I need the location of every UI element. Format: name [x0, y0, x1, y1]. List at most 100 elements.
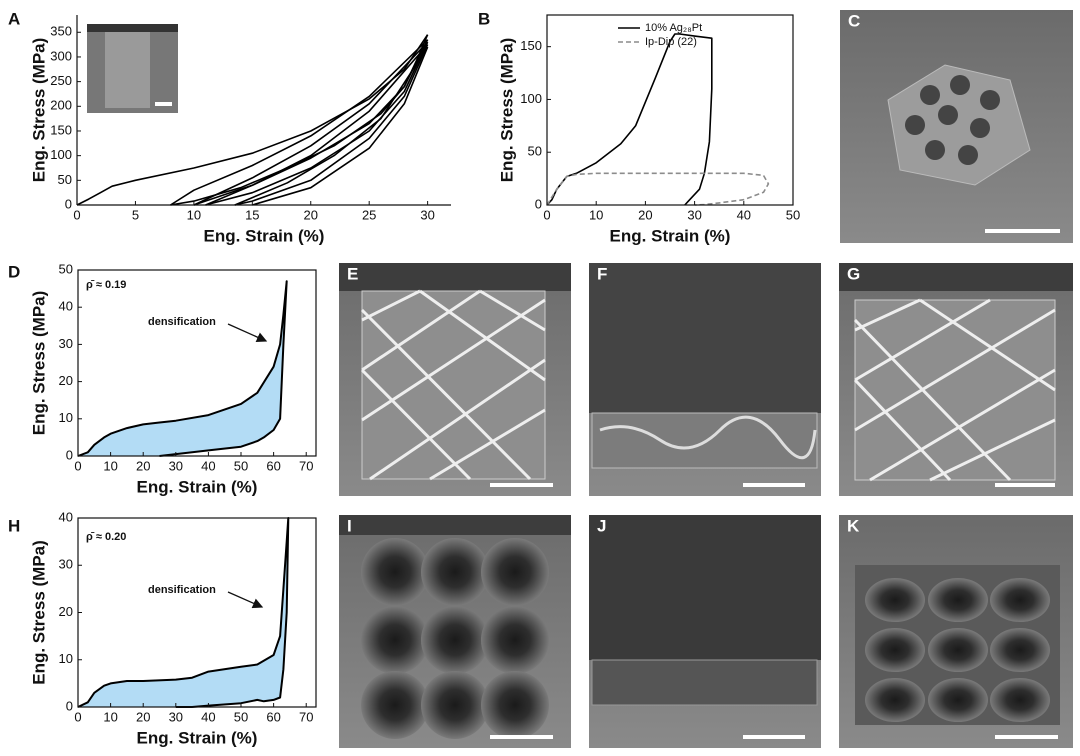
x-tick-label: 50: [234, 458, 248, 473]
x-axis-label: Eng. Strain (%): [610, 226, 731, 245]
panel-letter: C: [848, 11, 860, 30]
y-tick-label: 50: [58, 172, 72, 187]
plot-frame: [546, 14, 794, 206]
x-tick-label: 5: [132, 207, 139, 222]
x-axis-label: Eng. Strain (%): [137, 477, 258, 496]
y-tick-label: 20: [59, 373, 73, 388]
curve: [170, 34, 429, 206]
curve: [205, 44, 429, 206]
panel-letter: B: [478, 9, 490, 28]
x-tick-label: 70: [299, 709, 313, 724]
curve: [76, 34, 429, 206]
y-tick-label: 150: [520, 38, 542, 53]
y-tick-label: 0: [66, 447, 73, 462]
y-tick-label: 20: [59, 604, 73, 619]
x-tick-label: 0: [543, 207, 550, 222]
panel-letter: F: [597, 264, 607, 283]
hysteresis-area: [78, 281, 287, 456]
x-tick-label: 40: [201, 709, 215, 724]
density-label: ρ̄ ≈ 0.19: [86, 279, 126, 291]
y-tick-label: 200: [50, 98, 72, 113]
x-tick-label: 10: [103, 709, 117, 724]
panel-letter: A: [8, 9, 20, 28]
curve: [193, 41, 429, 206]
x-tick-label: 10: [589, 207, 603, 222]
y-axis-label: Eng. Stress (MPa): [29, 291, 48, 436]
inset-platen: [87, 24, 178, 32]
cells-c: [905, 75, 1000, 165]
x-tick-label: 50: [786, 207, 800, 222]
x-tick-label: 0: [74, 709, 81, 724]
image-k: [839, 515, 1073, 748]
x-tick-label: 10: [103, 458, 117, 473]
x-axis-label: Eng. Strain (%): [204, 226, 325, 245]
x-tick-label: 15: [245, 207, 259, 222]
curve: [546, 172, 770, 206]
y-axis-label: Eng. Stress (MPa): [497, 38, 516, 183]
x-tick-label: 20: [136, 458, 150, 473]
annotation: densification: [148, 316, 216, 328]
image-j: [589, 515, 821, 748]
x-tick-label: 60: [266, 709, 280, 724]
curve: [252, 46, 429, 206]
curve: [234, 44, 429, 206]
y-tick-label: 300: [50, 48, 72, 63]
curve: [77, 280, 288, 457]
y-tick-label: 30: [59, 336, 73, 351]
y-tick-label: 100: [520, 91, 542, 106]
panel-letter: H: [8, 516, 20, 535]
x-tick-label: 20: [638, 207, 652, 222]
y-tick-label: 40: [59, 509, 73, 524]
y-tick-label: 10: [59, 410, 73, 425]
y-tick-label: 0: [535, 196, 542, 211]
x-tick-label: 10: [187, 207, 201, 222]
curve: [170, 39, 429, 206]
chart: 0 10 20 30 40 50 60 70 0 10 20 30 40 50 Eng. Strain (%…: [29, 261, 317, 496]
density-label: ρ̄ ≈ 0.20: [86, 531, 126, 543]
y-tick-label: 10: [59, 651, 73, 666]
x-tick-label: 50: [234, 709, 248, 724]
y-tick-label: 100: [50, 147, 72, 162]
x-tick-label: 40: [737, 207, 751, 222]
y-tick-label: 40: [59, 299, 73, 314]
y-tick-label: 350: [50, 24, 72, 39]
x-tick-label: 70: [299, 458, 313, 473]
x-tick-label: 20: [136, 709, 150, 724]
x-tick-label: 25: [362, 207, 376, 222]
x-tick-label: 40: [201, 458, 215, 473]
legend-label: Ip-Dip (22): [645, 36, 697, 48]
y-tick-label: 30: [59, 557, 73, 572]
curve: [77, 517, 290, 708]
sem-images: [87, 10, 1073, 748]
image-e: [339, 263, 571, 496]
x-tick-label: 30: [169, 458, 183, 473]
curve: [234, 46, 429, 206]
panel-letter: J: [597, 516, 606, 535]
y-tick-label: 250: [50, 73, 72, 88]
x-tick-label: 0: [74, 458, 81, 473]
y-axis-label: Eng. Stress (MPa): [29, 38, 48, 183]
panel-letter: G: [847, 264, 860, 283]
x-tick-label: 30: [687, 207, 701, 222]
panel-letter: E: [347, 264, 358, 283]
x-axis-label: Eng. Strain (%): [137, 728, 258, 747]
image-i: [339, 515, 571, 748]
plot-frame: [77, 269, 317, 457]
chart: 0 10 20 30 40 50 60 70 0 10 20 30 40 Eng. Strain (%) E…: [29, 509, 317, 747]
image-g: [839, 263, 1073, 496]
panel-letter: I: [347, 516, 352, 535]
inset-pillar: [105, 32, 150, 108]
y-tick-label: 50: [528, 144, 542, 159]
y-tick-label: 0: [65, 196, 72, 211]
panel-letter: D: [8, 262, 20, 281]
x-tick-label: 60: [266, 458, 280, 473]
x-tick-label: 30: [420, 207, 434, 222]
annotation: densification: [148, 584, 216, 596]
y-tick-label: 50: [59, 261, 73, 276]
curve: [546, 33, 713, 206]
hysteresis-area: [78, 518, 289, 707]
chart: 0 10 20 30 40 50 0 50 100 150 Eng. Strain (%) Eng. …: [497, 14, 800, 245]
y-axis-label: Eng. Stress (MPa): [29, 540, 48, 685]
y-tick-label: 150: [50, 122, 72, 137]
